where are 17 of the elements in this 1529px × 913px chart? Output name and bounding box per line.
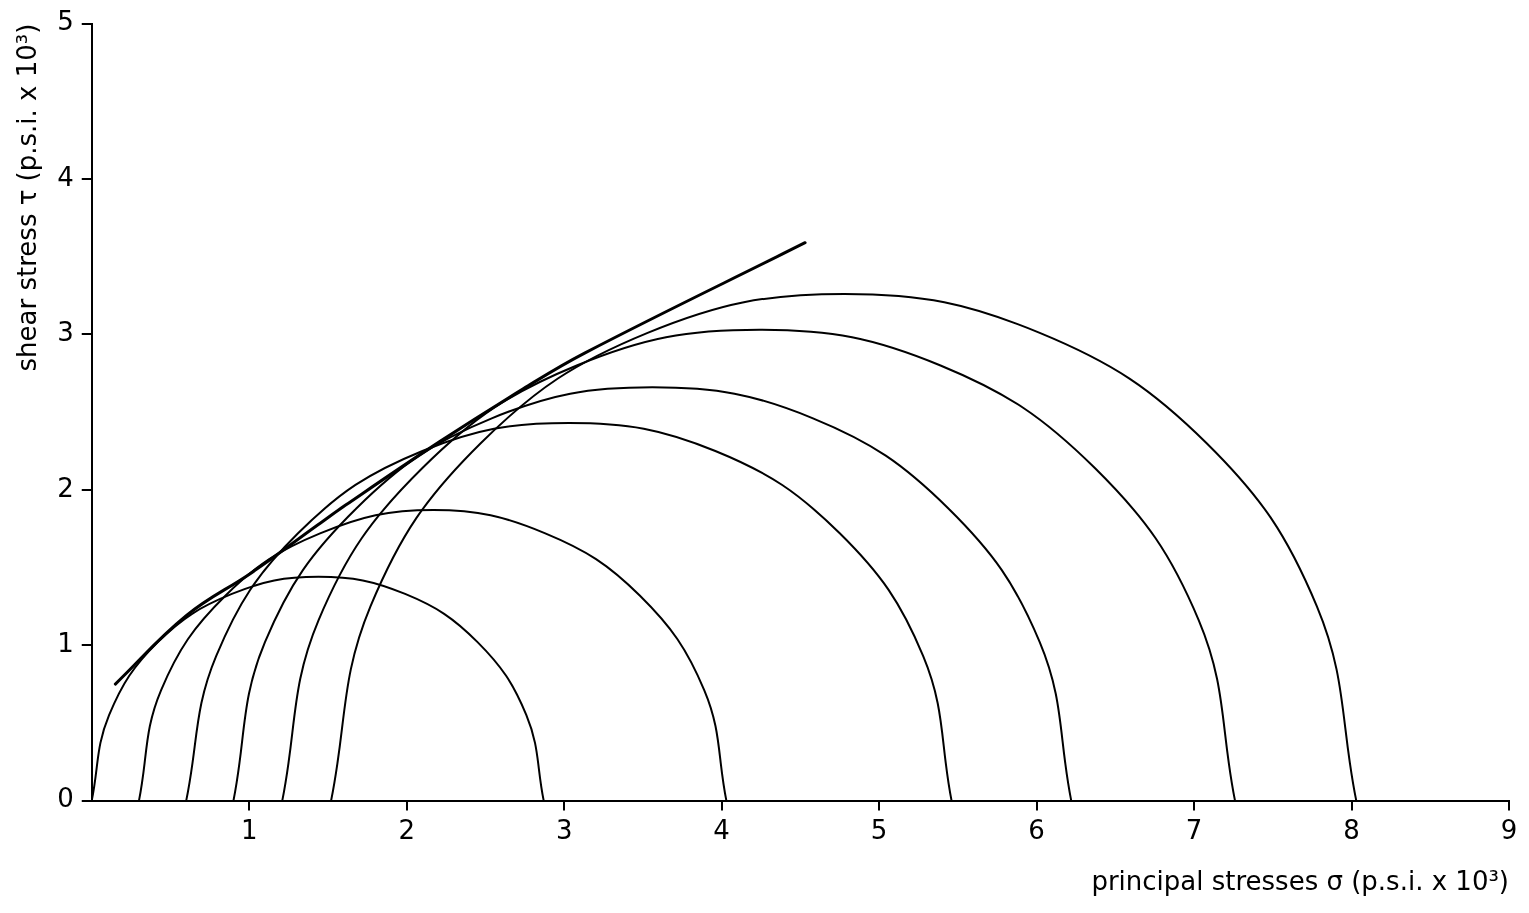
y-tick-label: 1 bbox=[57, 627, 74, 658]
x-tick-label: 6 bbox=[1028, 814, 1045, 845]
x-tick-label: 1 bbox=[240, 814, 258, 845]
y-tick-label: 4 bbox=[57, 161, 74, 192]
x-tick-label: 7 bbox=[1185, 814, 1203, 845]
x-tick-label: 8 bbox=[1343, 814, 1360, 845]
x-axis-title: principal stresses σ (p.s.i. x 10³) bbox=[1091, 866, 1509, 897]
y-tick-label: 2 bbox=[57, 472, 74, 503]
y-axis-title: shear stress τ (p.s.i. x 10³) bbox=[12, 23, 43, 372]
x-tick-label: 2 bbox=[398, 814, 415, 845]
y-tick-label: 3 bbox=[57, 317, 74, 348]
x-tick-label: 5 bbox=[870, 814, 888, 845]
x-tick-label: 3 bbox=[555, 814, 573, 845]
y-tick-label: 0 bbox=[57, 783, 74, 814]
x-tick-label: 4 bbox=[713, 814, 730, 845]
x-tick-label: 9 bbox=[1500, 814, 1518, 845]
y-tick-label: 5 bbox=[57, 6, 74, 37]
